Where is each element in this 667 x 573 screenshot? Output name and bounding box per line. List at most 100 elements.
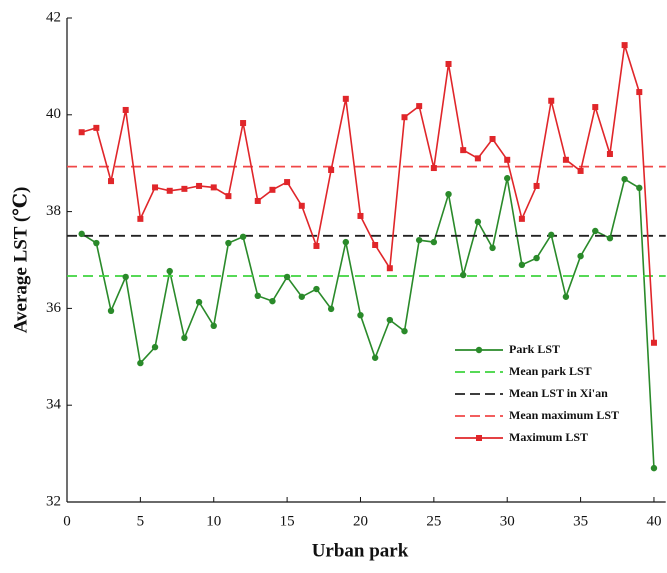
marker [533,254,540,262]
marker [283,273,291,281]
series-line [81,44,655,343]
marker [313,285,320,293]
marker [107,307,115,315]
marker [548,97,555,104]
marker [621,42,628,49]
x-tick-label: 35 [573,513,588,529]
marker [181,334,188,342]
marker [548,231,555,239]
marker [195,298,203,306]
marker [284,179,291,186]
marker [474,155,481,162]
marker [239,233,247,240]
y-tick-label: 40 [46,106,61,122]
marker [577,167,584,174]
marker [592,227,599,235]
marker [328,166,335,173]
x-tick-label: 20 [353,513,368,529]
marker [225,193,232,200]
marker [240,120,247,127]
marker [93,124,100,131]
y-tick-label: 42 [46,9,61,25]
marker [137,359,144,367]
marker [460,147,467,154]
marker [636,184,643,192]
marker [122,106,129,113]
y-tick-label: 32 [46,493,61,509]
marker [504,175,511,182]
marker [489,136,496,142]
marker [151,343,159,351]
marker [371,354,379,361]
legend-label: Park LST [509,342,560,356]
marker [577,252,584,260]
marker [650,339,657,346]
marker [401,327,408,335]
marker [489,244,496,252]
marker [78,230,85,238]
marker [416,103,423,110]
legend-label: Mean maximum LST [509,408,619,422]
marker [445,60,452,67]
marker [298,293,305,300]
marker [562,156,569,163]
marker [196,182,203,189]
marker [504,156,511,163]
marker [122,273,129,281]
y-tick-label: 38 [46,203,61,219]
marker [606,235,614,242]
marker [298,202,305,209]
marker [78,129,85,136]
marker [166,187,173,194]
marker [562,293,570,300]
legend-label: Maximum LST [509,430,588,444]
marker [254,292,261,300]
marker [386,265,393,272]
marker [606,151,613,158]
marker [152,184,159,191]
marker [445,190,452,198]
marker [430,165,437,172]
marker [269,297,276,305]
marker [357,212,364,219]
marker [401,114,408,121]
legend-label: Mean park LST [509,364,592,378]
marker [210,184,217,191]
marker [327,305,335,313]
marker [342,95,349,102]
x-tick-label: 15 [280,513,295,529]
x-tick-label: 25 [426,513,441,529]
y-tick-label: 34 [46,397,62,413]
marker [313,242,320,249]
x-tick-label: 5 [137,513,145,529]
marker [108,178,115,185]
marker [518,215,525,222]
y-axis-title: Average LST (℃) [10,187,31,334]
x-axis-title: Urban park [312,540,409,561]
x-tick-label: 40 [646,513,661,529]
marker [210,322,217,330]
marker [357,311,364,319]
marker [386,316,394,324]
y-tick-label: 36 [46,300,62,316]
marker [636,89,643,96]
marker [181,185,188,192]
marker [166,267,173,275]
x-tick-label: 10 [206,513,221,529]
marker [474,218,482,225]
legend-marker [476,435,482,441]
marker [342,238,350,246]
marker [415,236,423,244]
legend-marker [475,346,483,354]
marker [269,186,276,193]
marker [533,182,540,189]
marker [372,241,379,248]
marker [518,261,526,269]
legend-label: Mean LST in Xi'an [509,386,608,400]
marker [137,215,144,222]
marker [225,239,232,247]
x-tick-label: 0 [63,513,71,529]
series-line [81,177,655,469]
marker [592,104,599,111]
